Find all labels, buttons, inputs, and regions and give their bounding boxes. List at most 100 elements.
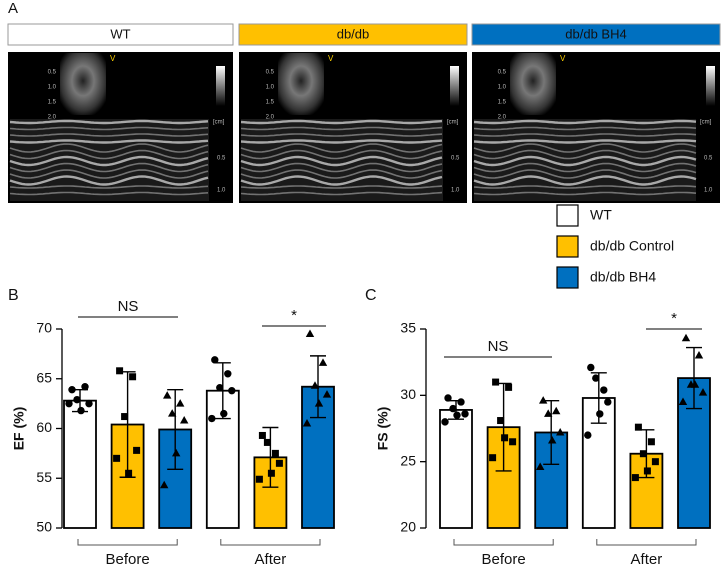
y-tick-label: 25 bbox=[400, 452, 416, 468]
legend-swatch bbox=[556, 204, 579, 227]
data-point bbox=[180, 416, 189, 424]
data-point bbox=[698, 388, 708, 396]
m-mode-trace bbox=[9, 162, 209, 173]
data-point bbox=[690, 380, 700, 388]
data-point bbox=[129, 373, 137, 381]
m-mode-trace bbox=[9, 191, 209, 196]
m-mode-trace bbox=[473, 143, 697, 153]
m-mode-trace bbox=[240, 169, 443, 179]
m-mode-trace bbox=[240, 139, 443, 144]
m-mode-trace bbox=[240, 191, 443, 196]
m-mode-unit: [cm] bbox=[213, 120, 225, 126]
data-point bbox=[457, 398, 465, 406]
data-point bbox=[544, 409, 553, 417]
m-mode-trace bbox=[240, 175, 443, 186]
significance-label: NS bbox=[118, 298, 139, 315]
y-tick-label: 20 bbox=[400, 519, 416, 535]
b-mode-inset bbox=[510, 53, 556, 115]
group-header bbox=[238, 23, 468, 46]
data-point bbox=[208, 414, 216, 423]
data-point bbox=[634, 423, 642, 431]
data-point bbox=[592, 374, 600, 382]
data-point bbox=[318, 358, 328, 366]
data-point bbox=[556, 427, 565, 436]
group-label: db/db bbox=[337, 26, 370, 41]
data-point bbox=[271, 449, 279, 457]
panel-label: B bbox=[8, 287, 19, 304]
m-mode-trace bbox=[473, 119, 697, 125]
data-point bbox=[211, 356, 219, 364]
inset-tick: 2.0 bbox=[266, 115, 275, 121]
data-point bbox=[116, 367, 124, 375]
x-tick-label: After bbox=[255, 551, 287, 568]
m-mode-trace bbox=[9, 143, 209, 153]
inset-tick: 2.0 bbox=[498, 115, 507, 121]
x-tick-label: Before bbox=[481, 551, 525, 568]
data-point bbox=[587, 363, 595, 372]
data-point bbox=[113, 454, 121, 462]
category-bracket bbox=[77, 539, 178, 546]
m-mode-trace bbox=[9, 126, 209, 131]
image-marker: V bbox=[328, 54, 334, 63]
data-point bbox=[596, 410, 604, 418]
m-mode-trace bbox=[240, 126, 443, 131]
y-tick-label: 60 bbox=[36, 419, 52, 435]
data-point bbox=[77, 406, 85, 415]
y-axis-label: EF (%) bbox=[11, 407, 27, 451]
data-point bbox=[643, 467, 651, 475]
data-point bbox=[81, 383, 89, 391]
gray-scale-bar bbox=[706, 66, 715, 106]
m-mode-tick: 1.0 bbox=[217, 188, 226, 194]
group-header bbox=[7, 23, 234, 46]
inset-tick: 1.0 bbox=[266, 85, 275, 91]
m-mode-tick: 0.5 bbox=[217, 156, 226, 162]
legend-swatch bbox=[556, 266, 579, 289]
group-header bbox=[471, 23, 721, 46]
inset-tick: 0.5 bbox=[266, 70, 275, 76]
y-tick-label: 65 bbox=[36, 369, 52, 385]
image-marker: V bbox=[110, 54, 116, 63]
m-mode-unit: [cm] bbox=[700, 120, 712, 126]
data-point bbox=[631, 474, 639, 482]
m-mode-trace bbox=[9, 155, 209, 167]
data-point bbox=[160, 480, 169, 489]
y-tick-label: 70 bbox=[36, 320, 52, 336]
data-point bbox=[302, 419, 312, 427]
category-bracket bbox=[220, 539, 321, 546]
data-point bbox=[133, 446, 141, 454]
group-label: db/db BH4 bbox=[565, 26, 626, 41]
data-point bbox=[584, 431, 592, 439]
data-point bbox=[125, 469, 133, 477]
panel-label: C bbox=[365, 287, 377, 304]
error-bar bbox=[262, 426, 279, 488]
y-axis-label: FS (%) bbox=[375, 407, 391, 451]
bar bbox=[63, 399, 97, 529]
m-mode-trace bbox=[240, 119, 443, 125]
data-point bbox=[267, 469, 275, 477]
data-point bbox=[639, 450, 647, 458]
m-mode-trace bbox=[473, 162, 697, 173]
data-point bbox=[263, 438, 271, 446]
data-point bbox=[216, 384, 224, 392]
data-point bbox=[444, 394, 452, 402]
gray-scale-bar bbox=[450, 66, 459, 106]
m-mode-trace bbox=[240, 162, 443, 173]
data-point bbox=[552, 406, 561, 415]
m-mode-unit: [cm] bbox=[447, 120, 459, 126]
data-point bbox=[497, 417, 505, 425]
m-mode-tick: 1.0 bbox=[451, 188, 460, 194]
m-mode-trace bbox=[473, 126, 697, 131]
data-point bbox=[220, 409, 228, 418]
data-point bbox=[492, 378, 500, 386]
image-marker: V bbox=[560, 54, 566, 63]
y-tick-label: 55 bbox=[36, 469, 52, 485]
data-point bbox=[449, 404, 457, 413]
category-bracket bbox=[453, 539, 554, 546]
data-point bbox=[600, 386, 608, 394]
m-mode-trace bbox=[9, 119, 209, 125]
inset-tick: 0.5 bbox=[498, 70, 507, 76]
m-mode-tick: 0.5 bbox=[451, 156, 460, 162]
inset-tick: 1.5 bbox=[498, 100, 507, 106]
y-tick-label: 30 bbox=[400, 386, 416, 402]
